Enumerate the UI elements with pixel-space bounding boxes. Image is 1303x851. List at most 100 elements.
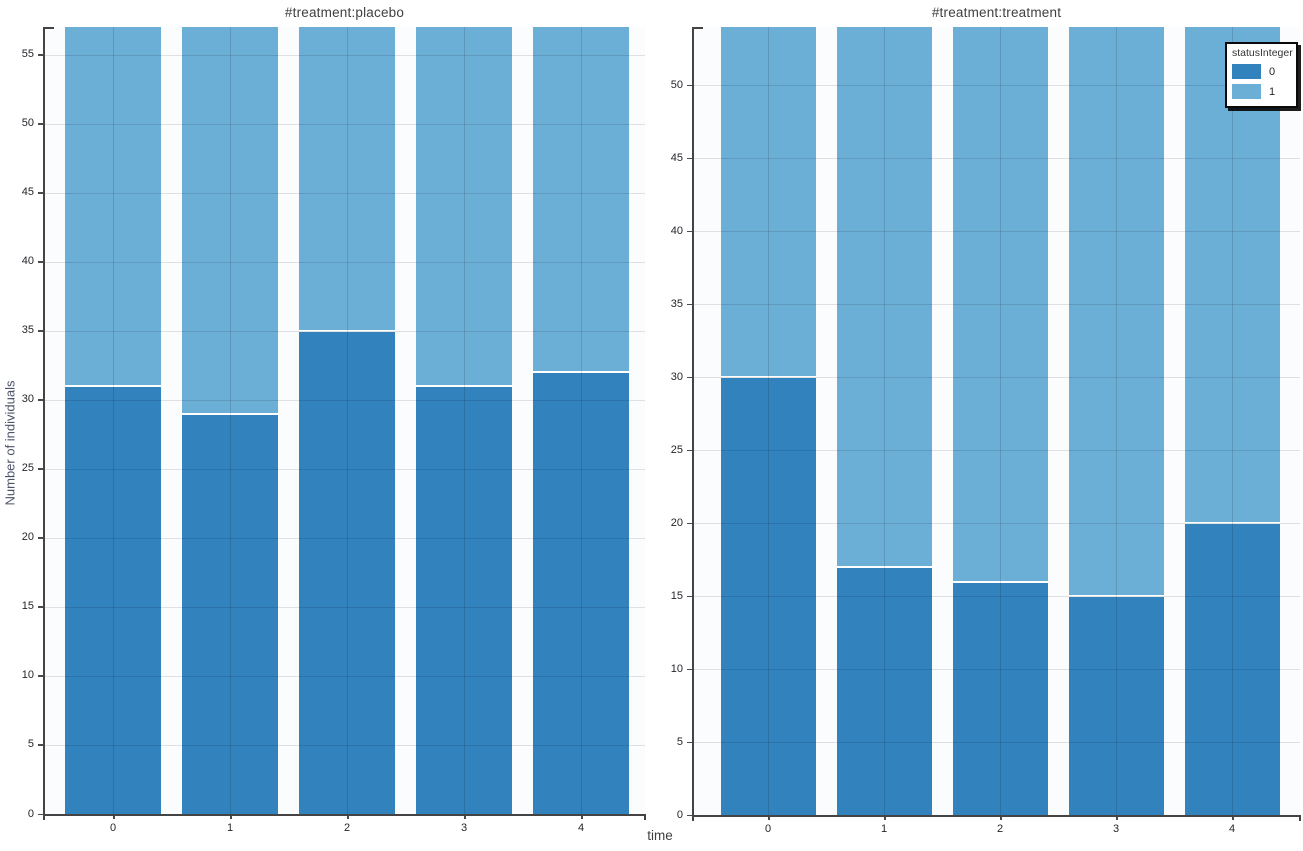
bar-segment-separator xyxy=(182,412,278,415)
x-tick-label: 3 xyxy=(1112,823,1120,835)
x-tick-mark xyxy=(1116,815,1118,820)
x-tick-mark xyxy=(581,814,583,819)
y-tick-label: 45 xyxy=(670,151,683,164)
y-gridline xyxy=(44,744,645,746)
x-gridline xyxy=(768,27,769,815)
x-tick-mark xyxy=(884,815,886,820)
y-gridline xyxy=(44,606,645,608)
y-tick-mark xyxy=(38,261,44,263)
y-tick-mark xyxy=(38,399,44,401)
bar-segment-status0[interactable] xyxy=(416,385,512,814)
x-tick-mark xyxy=(464,814,466,819)
bar-segment-separator xyxy=(952,580,1048,583)
bar-segment-separator xyxy=(416,384,512,387)
y-gridline xyxy=(44,675,645,677)
y-tick-label: 20 xyxy=(21,531,34,544)
y-tick-label: 15 xyxy=(670,589,683,602)
y-tick-mark xyxy=(687,668,693,671)
y-tick-label: 35 xyxy=(670,297,683,310)
x-gridline xyxy=(1000,27,1001,815)
y-axis-top-cap xyxy=(692,27,703,29)
y-tick-mark xyxy=(38,813,44,815)
y-tick-label: 25 xyxy=(670,443,683,456)
y-tick-label: 0 xyxy=(27,807,34,820)
y-gridline xyxy=(693,85,1300,87)
x-axis-label: time xyxy=(647,828,673,843)
x-axis-end-cap xyxy=(1299,815,1301,821)
legend-swatch-1[interactable] xyxy=(1232,84,1261,99)
bar-segment-separator xyxy=(299,329,395,332)
bar-segment-status0[interactable] xyxy=(836,566,932,815)
y-tick-label: 55 xyxy=(21,48,34,61)
y-gridline xyxy=(44,123,645,125)
bar-segment-status0[interactable] xyxy=(952,581,1048,815)
y-tick-mark xyxy=(38,537,44,539)
legend-item-1[interactable]: 1 xyxy=(1232,84,1296,99)
y-tick-label: 15 xyxy=(21,600,34,613)
bar-segment-status0[interactable] xyxy=(65,385,161,814)
y-gridline xyxy=(44,468,645,470)
y-tick-label: 10 xyxy=(670,662,683,675)
y-gridline xyxy=(693,669,1300,671)
y-tick-label: 30 xyxy=(21,393,34,406)
y-tick-label: 50 xyxy=(21,117,34,130)
y-tick-label: 5 xyxy=(676,735,683,748)
x-tick-label: 3 xyxy=(460,822,468,834)
x-tick-mark xyxy=(113,814,115,819)
x-gridline xyxy=(1116,27,1117,815)
y-tick-mark xyxy=(687,303,693,306)
y-gridline xyxy=(693,596,1300,598)
y-gridline xyxy=(44,537,645,539)
legend-swatch-0[interactable] xyxy=(1232,64,1261,79)
y-tick-label: 20 xyxy=(670,516,683,529)
x-tick-label: 4 xyxy=(1228,823,1236,835)
x-axis-start-cap xyxy=(692,815,694,821)
y-tick-label: 5 xyxy=(27,738,34,751)
bar-segment-status0[interactable] xyxy=(1068,596,1164,815)
y-tick-mark xyxy=(38,606,44,608)
x-tick-label: 0 xyxy=(109,822,117,834)
x-tick-label: 1 xyxy=(880,823,888,835)
bar-segment-separator xyxy=(1184,522,1280,525)
y-tick-label: 10 xyxy=(21,669,34,682)
bar-segment-status0[interactable] xyxy=(182,413,278,814)
y-tick-mark xyxy=(687,449,693,452)
y-tick-mark xyxy=(687,84,693,87)
x-gridline xyxy=(113,27,114,814)
y-tick-mark xyxy=(38,123,44,125)
y-gridline xyxy=(693,304,1300,306)
x-gridline xyxy=(347,27,348,814)
y-tick-mark xyxy=(687,595,693,598)
y-tick-mark xyxy=(38,675,44,677)
legend-item-0[interactable]: 0 xyxy=(1232,64,1296,79)
x-tick-label: 4 xyxy=(577,822,585,834)
y-gridline xyxy=(693,231,1300,233)
bar-segment-separator xyxy=(836,565,932,568)
legend-title: statusInteger xyxy=(1232,47,1293,59)
x-axis-start-cap xyxy=(43,814,45,820)
bar-segment-separator xyxy=(533,371,629,374)
y-gridline xyxy=(693,377,1300,379)
y-tick-mark xyxy=(687,741,693,744)
y-tick-mark xyxy=(38,330,44,332)
x-tick-mark xyxy=(347,814,349,819)
x-gridline xyxy=(1232,27,1233,815)
bar-segment-status0[interactable] xyxy=(299,330,395,814)
bar-segment-separator xyxy=(720,376,816,379)
x-tick-label: 2 xyxy=(996,823,1004,835)
y-tick-mark xyxy=(687,230,693,233)
bar-segment-separator xyxy=(1068,595,1164,598)
legend: statusInteger 0 1 xyxy=(1225,42,1298,108)
y-tick-label: 45 xyxy=(21,186,34,199)
y-gridline xyxy=(693,523,1300,525)
bar-segment-status0[interactable] xyxy=(720,377,816,815)
y-gridline xyxy=(44,192,645,194)
bar-segment-status0[interactable] xyxy=(1184,523,1280,815)
bar-segment-status0[interactable] xyxy=(533,372,629,814)
y-gridline xyxy=(44,399,645,401)
x-gridline xyxy=(464,27,465,814)
y-tick-label: 0 xyxy=(676,808,683,821)
x-tick-mark xyxy=(1232,815,1234,820)
x-tick-label: 2 xyxy=(343,822,351,834)
